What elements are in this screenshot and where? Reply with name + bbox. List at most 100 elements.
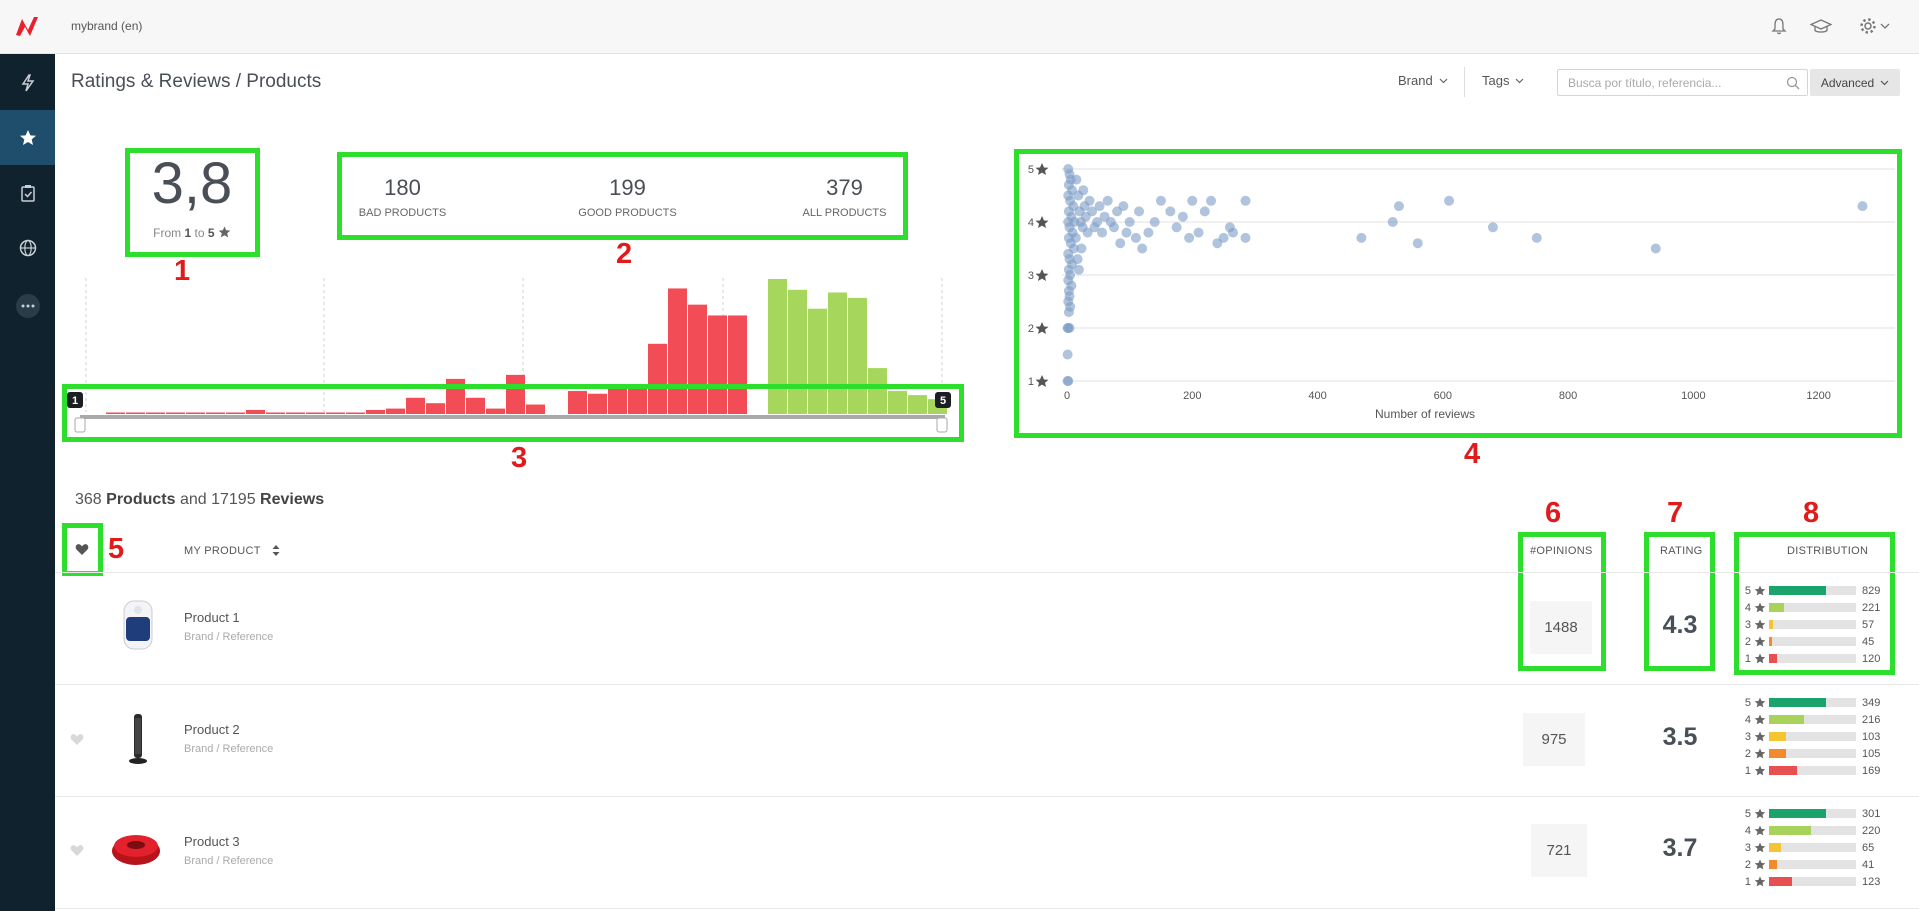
scatter-point[interactable] — [1531, 232, 1542, 243]
scatter-point[interactable] — [1193, 227, 1204, 238]
scatter-point[interactable] — [1087, 206, 1098, 217]
scatter-point[interactable] — [1130, 232, 1141, 243]
search-icon[interactable] — [1786, 76, 1800, 90]
scatter-point[interactable] — [1137, 243, 1148, 254]
advanced-button[interactable]: Advanced — [1810, 69, 1900, 96]
brand-selector[interactable]: mybrand (en) — [71, 19, 143, 33]
good-products-stat[interactable]: 199 GOOD PRODUCTS — [570, 175, 685, 219]
favorite-heart-icon[interactable] — [70, 733, 84, 746]
scatter-point[interactable] — [1240, 232, 1251, 243]
scatter-point[interactable] — [1070, 232, 1081, 243]
scatter-point[interactable] — [1073, 264, 1084, 275]
distribution-bar — [1769, 749, 1856, 758]
product-name[interactable]: Product 2 — [184, 722, 240, 737]
sidebar-item-more[interactable] — [0, 278, 55, 333]
scatter-point[interactable] — [1118, 201, 1129, 212]
scatter-point[interactable] — [1084, 195, 1095, 206]
distribution-bar-fill — [1769, 732, 1786, 741]
annotation-box-4 — [1014, 149, 1902, 438]
bad-products-stat[interactable]: 180 BAD PRODUCTS — [350, 175, 455, 219]
scatter-point[interactable] — [1121, 227, 1132, 238]
chevron-down-icon[interactable] — [1880, 22, 1890, 30]
scatter-point[interactable] — [1171, 222, 1182, 233]
scatter-point[interactable] — [1227, 227, 1238, 238]
tags-filter[interactable]: Tags — [1482, 73, 1524, 88]
favorite-heart-icon[interactable] — [70, 844, 84, 857]
scatter-point[interactable] — [1063, 376, 1074, 386]
scatter-point[interactable] — [1149, 217, 1160, 227]
scatter-point[interactable] — [1071, 174, 1082, 185]
scatter-point[interactable] — [1187, 195, 1198, 206]
scatter-point[interactable] — [1115, 238, 1126, 249]
favorites-filter-heart-icon[interactable] — [75, 543, 89, 556]
histogram-bar — [768, 279, 787, 414]
product-name[interactable]: Product 1 — [184, 610, 240, 625]
sidebar-item-global[interactable] — [0, 220, 55, 275]
graduation-cap-icon[interactable] — [1810, 17, 1832, 35]
bell-icon[interactable] — [1771, 17, 1787, 35]
star-icon — [1754, 602, 1766, 613]
scatter-point[interactable] — [1240, 195, 1251, 206]
histogram-bar — [788, 289, 807, 414]
scatter-point[interactable] — [1063, 307, 1074, 318]
distribution-star-label: 4 — [1744, 824, 1751, 837]
rating-range-to: to — [191, 226, 208, 240]
scatter-point[interactable] — [1134, 206, 1145, 217]
scatter-point[interactable] — [1393, 201, 1404, 212]
reviews-word: Reviews — [260, 491, 325, 508]
distribution-count: 120 — [1862, 652, 1881, 665]
distribution-bar — [1769, 826, 1856, 835]
scatter-point[interactable] — [1064, 323, 1075, 333]
scatter-point[interactable] — [1076, 243, 1087, 254]
scatter-point[interactable] — [1092, 217, 1103, 227]
scatter-point[interactable] — [1177, 211, 1188, 222]
histogram-bar — [588, 393, 607, 414]
scatter-point[interactable] — [1184, 232, 1195, 243]
scatter-point[interactable] — [1356, 232, 1367, 243]
scatter-point[interactable] — [1650, 243, 1661, 254]
distribution-bar-fill — [1769, 826, 1811, 835]
histogram-bar — [406, 397, 425, 414]
gear-icon[interactable] — [1859, 17, 1877, 35]
scatter-point[interactable] — [1444, 195, 1455, 206]
slider-max-handle[interactable]: 5 — [935, 392, 951, 433]
product-name[interactable]: Product 3 — [184, 834, 240, 849]
scatter-point[interactable] — [1094, 201, 1105, 212]
scatter-point[interactable] — [1108, 222, 1119, 233]
scatter-point[interactable] — [1062, 349, 1073, 360]
opinions-column-header[interactable]: #OPINIONS — [1530, 545, 1593, 557]
scatter-point[interactable] — [1155, 195, 1166, 206]
scatter-point[interactable] — [1097, 227, 1108, 238]
scatter-point[interactable] — [1072, 254, 1083, 265]
scatter-point[interactable] — [1412, 238, 1423, 249]
rating-column-header[interactable]: RATING — [1660, 545, 1703, 557]
scatter-point[interactable] — [1387, 217, 1398, 227]
histogram-bar — [326, 412, 345, 414]
product-brand-reference: Brand / Reference — [184, 631, 274, 643]
histogram-bar — [286, 412, 305, 414]
scatter-point[interactable] — [1857, 201, 1868, 212]
logo[interactable] — [0, 0, 55, 54]
product-column-header[interactable]: MY PRODUCT — [184, 545, 280, 557]
scatter-point[interactable] — [1199, 206, 1210, 217]
brand-filter[interactable]: Brand — [1398, 73, 1448, 88]
scatter-point[interactable] — [1487, 222, 1498, 233]
brand-filter-label: Brand — [1398, 73, 1433, 88]
scatter-point[interactable] — [1165, 206, 1176, 217]
sidebar-item-ratings[interactable] — [0, 110, 55, 165]
y-tick-star-icon — [1035, 322, 1049, 334]
sidebar-item-activity[interactable] — [0, 55, 55, 110]
scatter-point[interactable] — [1082, 227, 1093, 238]
sidebar-item-tasks[interactable] — [0, 165, 55, 220]
search-input[interactable] — [1568, 74, 1778, 92]
scatter-point[interactable] — [1143, 227, 1154, 238]
all-products-stat[interactable]: 379 ALL PRODUCTS — [792, 175, 897, 219]
scatter-point[interactable] — [1206, 195, 1217, 206]
slider-min-handle[interactable]: 1 — [67, 392, 86, 433]
scatter-point[interactable] — [1218, 232, 1229, 243]
star-icon — [1754, 585, 1766, 596]
scatter-point[interactable] — [1102, 195, 1113, 206]
distribution-bar-fill — [1769, 860, 1777, 869]
scatter-point[interactable] — [1124, 217, 1135, 227]
scatter-point[interactable] — [1078, 185, 1089, 196]
